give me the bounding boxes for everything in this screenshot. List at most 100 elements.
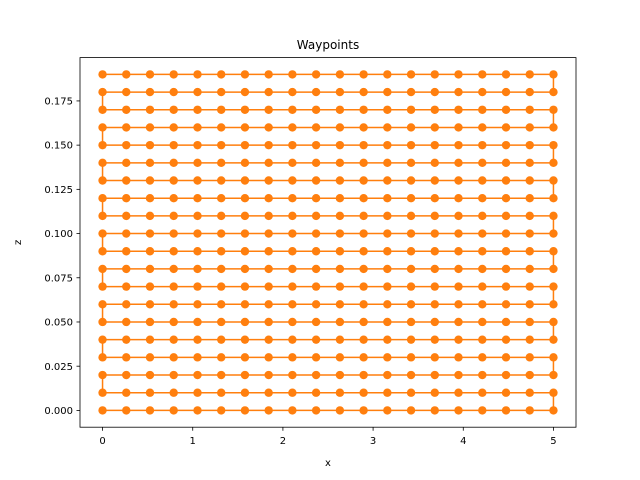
- waypoint-marker-52: [383, 370, 392, 380]
- waypoint-marker-399: [98, 70, 107, 79]
- waypoint-marker-25: [430, 388, 439, 397]
- waypoint-marker-314: [217, 140, 226, 150]
- waypoint-marker-260: [549, 176, 558, 185]
- waypoint-marker-154: [217, 282, 226, 291]
- waypoint-marker-166: [240, 264, 250, 274]
- waypoint-marker-173: [406, 264, 416, 274]
- waypoint-marker-193: [240, 247, 250, 256]
- waypoint-marker-114: [217, 317, 226, 327]
- waypoint-marker-43: [169, 370, 178, 380]
- waypoint-marker-296: [478, 158, 487, 168]
- waypoint-marker-192: [264, 247, 273, 256]
- waypoint-marker-291: [359, 158, 368, 168]
- waypoint-marker-98: [525, 335, 534, 344]
- waypoint-marker-153: [240, 282, 250, 291]
- waypoint-marker-156: [169, 282, 178, 291]
- waypoint-marker-268: [359, 176, 368, 185]
- waypoint-marker-237: [145, 211, 155, 221]
- waypoint-marker-12: [383, 406, 392, 415]
- waypoint-marker-107: [383, 317, 392, 327]
- waypoint-marker-122: [145, 300, 155, 309]
- waypoint-marker-67: [383, 353, 392, 362]
- waypoint-marker-20: [549, 388, 558, 397]
- waypoint-marker-36: [169, 388, 178, 397]
- waypoint-marker-360: [98, 87, 107, 97]
- waypoint-marker-320: [98, 123, 107, 132]
- waypoint-marker-182: [501, 247, 511, 256]
- waypoint-marker-338: [525, 123, 534, 132]
- waypoint-marker-84: [193, 335, 202, 344]
- waypoint-marker-119: [98, 317, 107, 327]
- waypoint-marker-373: [406, 87, 416, 97]
- waypoint-marker-236: [169, 211, 178, 221]
- waypoint-marker-267: [383, 176, 392, 185]
- waypoint-marker-180: [549, 247, 558, 256]
- waypoint-marker-295: [454, 158, 463, 168]
- waypoint-marker-120: [98, 300, 107, 309]
- waypoint-marker-79: [98, 353, 107, 362]
- waypoint-marker-243: [169, 193, 178, 203]
- waypoint-marker-266: [406, 176, 416, 185]
- waypoint-marker-241: [122, 193, 131, 203]
- waypoint-marker-87: [264, 335, 273, 344]
- waypoint-marker-340: [549, 105, 558, 114]
- waypoint-marker-144: [454, 282, 463, 291]
- waypoint-marker-0: [98, 406, 107, 415]
- plot-frame: [79, 57, 577, 428]
- plot-marks: [98, 70, 558, 415]
- waypoint-marker-284: [193, 158, 202, 168]
- waypoint-marker-131: [359, 300, 368, 309]
- waypoint-marker-358: [122, 105, 131, 114]
- waypoint-marker-91: [359, 335, 368, 344]
- waypoint-marker-341: [525, 105, 534, 114]
- waypoint-marker-393: [240, 70, 250, 79]
- waypoint-marker-86: [240, 335, 250, 344]
- waypoint-marker-218: [525, 229, 534, 238]
- waypoint-marker-372: [383, 87, 392, 97]
- waypoint-marker-62: [501, 353, 511, 362]
- waypoint-marker-247: [264, 193, 273, 203]
- y-tick-label-7: 0.175: [44, 97, 73, 108]
- waypoint-marker-167: [264, 264, 273, 274]
- waypoint-marker-106: [406, 317, 416, 327]
- waypoint-marker-63: [478, 353, 487, 362]
- waypoint-marker-160: [98, 264, 107, 274]
- waypoint-marker-359: [98, 105, 107, 114]
- waypoint-marker-49: [311, 370, 321, 380]
- waypoint-marker-374: [430, 87, 439, 97]
- waypoint-marker-162: [145, 264, 155, 274]
- waypoint-marker-104: [454, 317, 463, 327]
- waypoint-marker-364: [193, 87, 202, 97]
- waypoint-marker-390: [311, 70, 321, 79]
- waypoint-marker-101: [525, 317, 534, 327]
- waypoint-marker-228: [359, 211, 368, 221]
- waypoint-marker-115: [193, 317, 202, 327]
- waypoint-marker-379: [549, 87, 558, 97]
- y-axis: 0.000 0.025 0.050 0.075 0.100 0.125 0.150 0.175: [44, 97, 80, 417]
- waypoint-marker-123: [169, 300, 178, 309]
- waypoint-marker-47: [264, 370, 273, 380]
- waypoint-marker-111: [288, 317, 297, 327]
- waypoint-marker-170: [335, 264, 345, 274]
- waypoint-marker-37: [145, 388, 155, 397]
- waypoint-marker-383: [478, 70, 487, 79]
- waypoint-marker-361: [122, 87, 131, 97]
- x-tick-label-5: 5: [550, 436, 556, 447]
- waypoint-marker-239: [98, 211, 107, 221]
- waypoint-marker-23: [478, 388, 487, 397]
- waypoint-marker-110: [311, 317, 321, 327]
- waypoint-marker-365: [217, 87, 226, 97]
- waypoint-marker-352: [264, 105, 273, 114]
- waypoint-marker-45: [217, 370, 226, 380]
- waypoint-marker-7: [264, 406, 273, 415]
- waypoint-marker-32: [264, 388, 273, 397]
- waypoint-marker-285: [217, 158, 226, 168]
- waypoint-marker-279: [98, 176, 107, 185]
- waypoint-marker-58: [525, 370, 534, 380]
- waypoint-marker-242: [145, 193, 155, 203]
- waypoint-marker-248: [288, 193, 297, 203]
- waypoint-marker-222: [501, 211, 511, 221]
- waypoint-marker-51: [359, 370, 368, 380]
- waypoint-marker-355: [193, 105, 202, 114]
